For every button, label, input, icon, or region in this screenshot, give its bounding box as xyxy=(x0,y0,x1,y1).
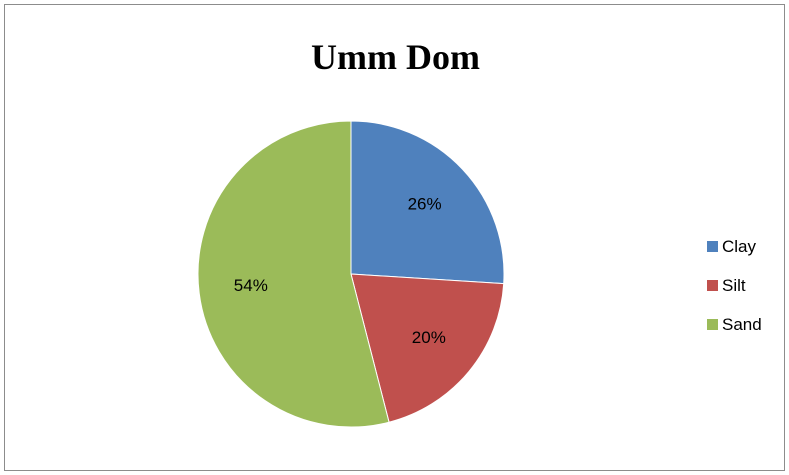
legend-swatch-clay xyxy=(707,241,718,252)
legend-item-clay: Clay xyxy=(707,227,762,266)
data-label-sand: 54% xyxy=(234,276,268,295)
pie-slice-clay xyxy=(350,120,505,285)
legend-item-sand: Sand xyxy=(707,305,762,344)
legend-label-sand: Sand xyxy=(722,314,762,334)
chart-title: Umm Dom xyxy=(311,37,480,77)
legend-label-clay: Clay xyxy=(722,236,757,256)
legend: Clay Silt Sand xyxy=(707,227,762,344)
data-label-clay: 26% xyxy=(408,194,442,213)
legend-item-silt: Silt xyxy=(707,266,762,305)
pie-slice-silt xyxy=(350,273,505,423)
chart-area: Umm Dom 26% 20% 54% Clay Silt Sand xyxy=(4,4,785,471)
legend-swatch-sand xyxy=(707,319,718,330)
legend-label-silt: Silt xyxy=(722,275,746,295)
data-label-silt: 20% xyxy=(412,328,446,347)
pie-chart: 26% 20% 54% xyxy=(197,120,505,428)
pie-slice-sand xyxy=(197,120,390,428)
legend-swatch-silt xyxy=(707,280,718,291)
